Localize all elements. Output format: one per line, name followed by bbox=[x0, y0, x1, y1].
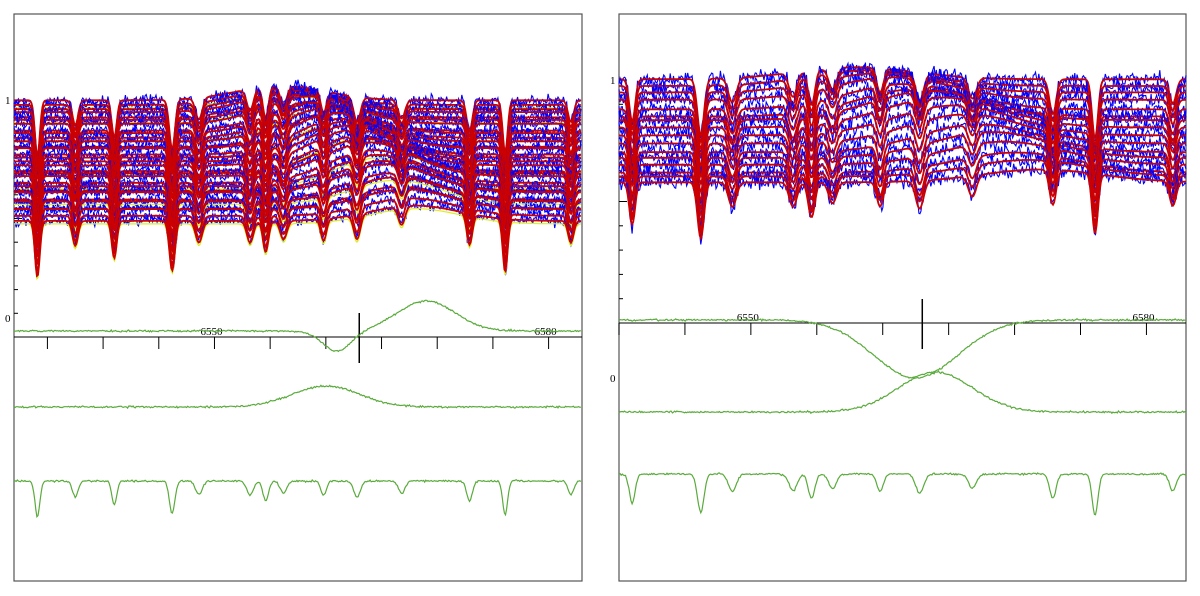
model-spectrum bbox=[14, 118, 581, 212]
component-curve-2 bbox=[618, 370, 1187, 415]
spectra-group bbox=[13, 79, 582, 281]
model-spectrum bbox=[14, 141, 581, 233]
panel-frame bbox=[618, 13, 1187, 582]
model-spectrum bbox=[14, 163, 581, 249]
x-tick-label: 6550 bbox=[200, 326, 223, 338]
components-group bbox=[13, 299, 582, 518]
model-spectrum bbox=[14, 129, 581, 223]
x-axis: 6550 6580 bbox=[618, 299, 1186, 349]
component-curve-2 bbox=[13, 384, 582, 410]
component-curve-3 bbox=[618, 472, 1187, 516]
component-curve-1 bbox=[618, 317, 1187, 379]
model-spectrum bbox=[14, 107, 581, 198]
model-spectrum bbox=[14, 120, 581, 215]
model-spectrum bbox=[14, 105, 581, 195]
components-group bbox=[618, 317, 1187, 516]
right-panel: 1 0 6550 6580 bbox=[610, 13, 1187, 582]
x-tick-label: 6550 bbox=[737, 312, 760, 324]
left-panel: 1 0 6550 6580 bbox=[5, 13, 583, 582]
model-spectrum bbox=[14, 124, 581, 218]
model-spectrum bbox=[14, 90, 581, 169]
y-tick-label: 1 bbox=[610, 75, 616, 87]
model-spectrum bbox=[14, 197, 581, 273]
model-spectrum bbox=[14, 204, 581, 278]
model-spectrum bbox=[14, 95, 581, 181]
model-spectrum bbox=[14, 154, 581, 243]
component-curve-1 bbox=[13, 299, 582, 353]
y-tick-label: 0 bbox=[610, 373, 616, 385]
model-spectrum bbox=[14, 188, 581, 266]
spectra-group bbox=[618, 61, 1187, 245]
model-spectrum bbox=[619, 168, 1186, 241]
x-axis: 6550 6580 bbox=[14, 313, 582, 363]
x-tick-label: 6580 bbox=[535, 326, 558, 338]
model-spectrum-alt bbox=[14, 208, 581, 281]
y-tick-label: 0 bbox=[5, 313, 11, 325]
model-spectrum bbox=[14, 112, 581, 205]
model-spectrum bbox=[14, 85, 581, 157]
y-tick-label: 1 bbox=[5, 95, 11, 107]
panel-frame bbox=[13, 13, 583, 582]
x-tick-label: 6580 bbox=[1132, 312, 1155, 324]
model-spectrum bbox=[14, 176, 581, 258]
component-curve-3 bbox=[13, 478, 582, 518]
model-spectrum bbox=[14, 101, 581, 190]
